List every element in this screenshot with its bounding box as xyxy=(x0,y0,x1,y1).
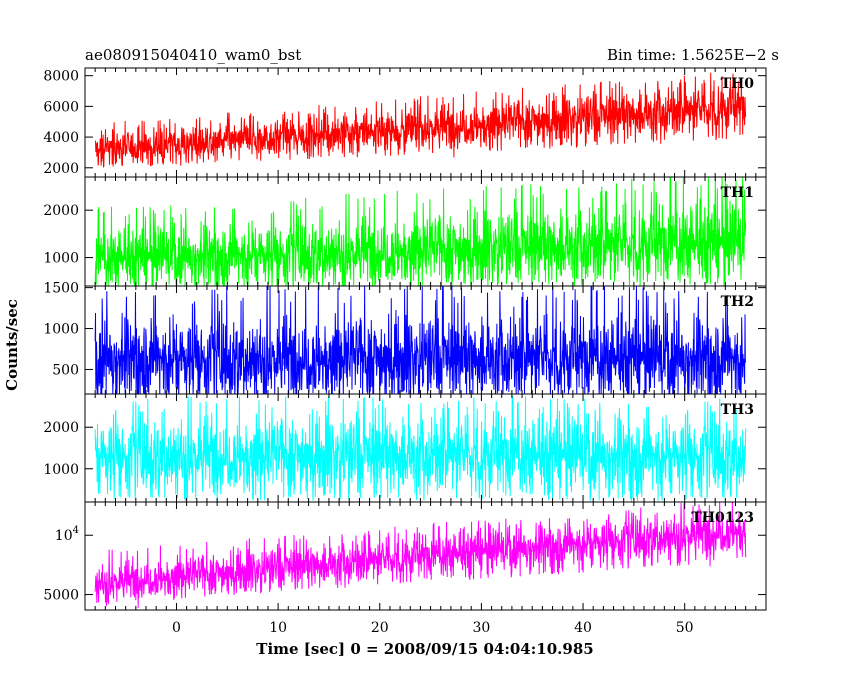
observation-id: ae080915040410_wam0_bst xyxy=(85,46,301,64)
y-tick-exponent: 4 xyxy=(73,525,79,536)
y-tick-label: 1500 xyxy=(43,281,79,297)
x-tick-label: 10 xyxy=(269,620,287,636)
panels-group: 2000 4000 6000 8000 TH0 1000 2000 TH1 500 1000 150… xyxy=(43,67,767,611)
panel-label-th3: TH3 xyxy=(721,402,754,418)
panel-label-th1: TH1 xyxy=(721,185,754,201)
y-tick-label: 2000 xyxy=(43,161,79,177)
x-tick-label: 0 xyxy=(172,620,181,636)
y-tick-label: 2000 xyxy=(43,203,79,219)
panel-th0123: 5000 104 TH0123 xyxy=(43,501,767,611)
y-tick-label: 8000 xyxy=(43,69,79,85)
y-tick-label: 1000 xyxy=(43,251,79,267)
y-tick-label: 500 xyxy=(52,362,79,378)
y-tick-label: 1000 xyxy=(43,322,79,338)
x-tick-label: 20 xyxy=(371,620,389,636)
y-tick-label: 104 xyxy=(55,525,79,544)
series-trace-th0123 xyxy=(94,502,747,609)
y-tick-label: 1000 xyxy=(43,462,79,478)
series-trace-th3 xyxy=(94,395,747,502)
panel-th3: 1000 2000 TH3 xyxy=(43,393,767,503)
panel-th1: 1000 2000 TH1 xyxy=(43,176,767,287)
y-axis-label: Counts/sec xyxy=(3,299,21,391)
series-trace-th2 xyxy=(94,286,747,394)
x-tick-label: 50 xyxy=(676,620,694,636)
y-tick-label: 2000 xyxy=(43,420,79,436)
y-tick-label: 5000 xyxy=(43,588,79,604)
panel-label-th2: TH2 xyxy=(721,294,754,310)
panel-th2: 500 1000 1500 TH2 xyxy=(43,281,767,395)
x-axis: 0 10 20 30 40 50 xyxy=(172,620,694,636)
panel-label-th0: TH0 xyxy=(721,76,755,92)
y-tick-label: 4000 xyxy=(43,130,79,146)
bin-time-label: Bin time: 1.5625E−2 s xyxy=(607,46,779,64)
x-tick-label: 40 xyxy=(574,620,592,636)
series-trace-th0 xyxy=(95,72,747,168)
x-axis-label: Time [sec] 0 = 2008/09/15 04:04:10.985 xyxy=(256,640,593,658)
x-tick-label: 30 xyxy=(472,620,490,636)
series-trace-th1 xyxy=(94,177,747,286)
panel-frame xyxy=(84,501,767,611)
panel-label-th0123: TH0123 xyxy=(691,510,754,526)
y-tick-label: 6000 xyxy=(43,99,79,115)
panel-th0: 2000 4000 6000 8000 TH0 xyxy=(43,67,767,178)
